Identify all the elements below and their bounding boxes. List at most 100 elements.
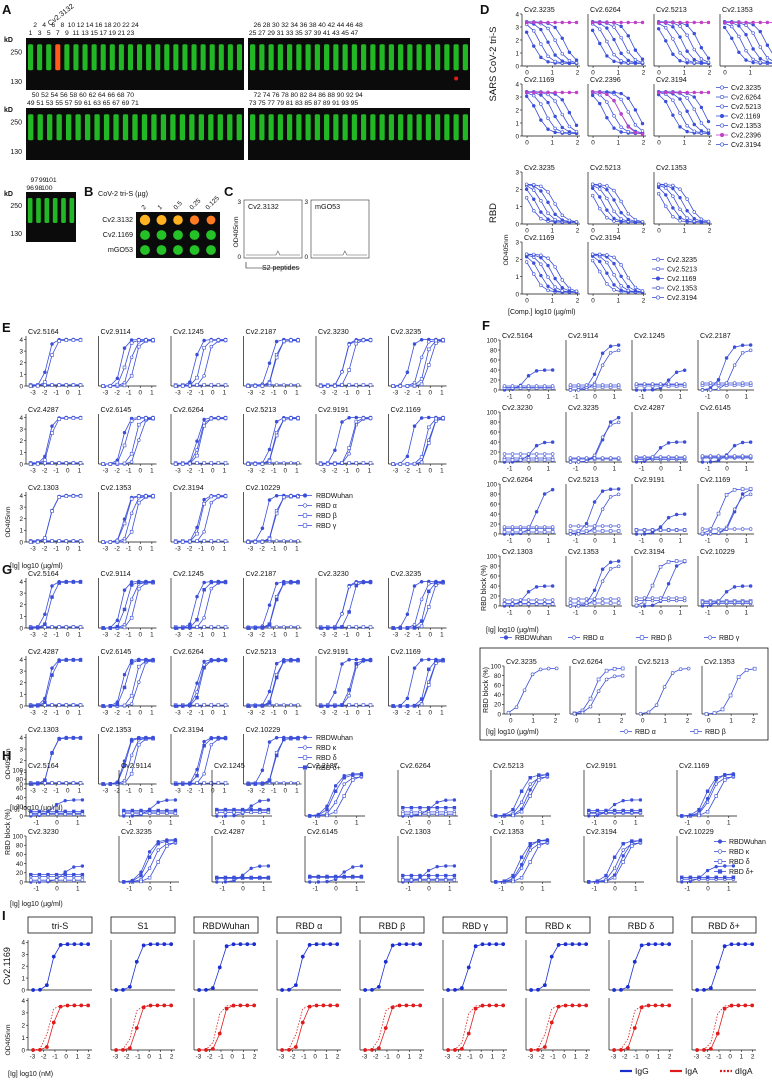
blot-band [435, 44, 441, 71]
x-tick-label: -3 [320, 468, 326, 475]
y-tick-label: 80 [494, 673, 502, 680]
data-point [78, 539, 83, 543]
lane-number: 50 [32, 92, 40, 99]
trace-line [246, 250, 300, 256]
x-tick-label: -1 [126, 788, 132, 795]
data-point [363, 988, 368, 992]
plot-title: Cv2.1245 [634, 331, 665, 340]
mini-plot: Cv2.9114-1 0 1 [565, 331, 622, 401]
data-point [129, 693, 134, 698]
data-point [129, 739, 134, 743]
data-point [57, 383, 61, 387]
data-point [444, 806, 448, 810]
data-point [671, 215, 675, 219]
data-point [333, 448, 337, 453]
y-tick-label: 100 [486, 337, 497, 344]
data-point [553, 212, 557, 217]
y-tick-label: 3 [515, 169, 519, 176]
data-point [390, 1005, 395, 1010]
x-tick-label: -1 [198, 546, 204, 553]
data-point [347, 342, 351, 347]
data-point [634, 382, 639, 386]
data-point [71, 416, 76, 420]
curve-line [30, 417, 81, 465]
data-point [542, 584, 547, 588]
data-point [553, 126, 557, 131]
data-point [444, 864, 448, 868]
data-point [638, 711, 643, 716]
lane-number: 99 [39, 177, 47, 184]
data-point [577, 942, 582, 947]
data-point [129, 460, 134, 464]
curve-line [282, 1005, 338, 1051]
data-point [724, 356, 729, 360]
data-point [568, 456, 573, 460]
data-point [752, 666, 757, 671]
antigen-label: tri-S [52, 921, 69, 931]
data-point [101, 462, 105, 466]
plot-title: Cv2.6264 [572, 657, 603, 666]
data-point [165, 808, 169, 813]
data-point [560, 98, 564, 102]
x-tick-label: 1 [76, 1054, 80, 1061]
data-point [391, 704, 395, 708]
data-point [596, 677, 601, 682]
data-point [296, 383, 300, 387]
data-point [202, 461, 206, 465]
x-tick-label: 2 [708, 228, 712, 235]
x-tick-label: -2 [114, 468, 120, 475]
data-point [626, 58, 630, 63]
data-point [600, 507, 605, 512]
data-point [685, 96, 689, 100]
mini-plot: Cv2.9114-3 -2 -1 0 1 [98, 569, 157, 639]
data-point [79, 942, 84, 947]
x-tick-label: -1 [313, 820, 319, 827]
data-point [612, 114, 616, 118]
data-point [64, 625, 69, 629]
curve-line [393, 418, 444, 465]
data-point [740, 487, 745, 491]
data-point [216, 658, 221, 662]
data-point [151, 416, 155, 420]
data-point [592, 524, 597, 528]
data-point [650, 528, 655, 532]
dot-spot [189, 215, 200, 225]
y-axis-label: OD405nm [503, 234, 510, 265]
x-tick-label: 1 [150, 710, 154, 717]
data-point [598, 41, 602, 46]
curve-line [103, 417, 153, 465]
curve-line [393, 339, 443, 387]
panel-b-title: CoV-2 tri-S (µg) [98, 189, 148, 198]
data-point [326, 462, 330, 466]
data-point [209, 416, 214, 421]
data-point [621, 798, 625, 803]
x-tick-label: -3 [362, 1054, 368, 1061]
data-point [223, 461, 228, 465]
data-point [215, 875, 219, 880]
curve-line [248, 582, 298, 629]
y-tick-label: 2 [515, 37, 519, 44]
data-point [391, 384, 395, 388]
data-point [605, 208, 609, 212]
curve-line [248, 339, 298, 387]
data-point [202, 383, 206, 387]
legend-label: dIgA [735, 1066, 753, 1076]
y-tick-label: 0 [493, 387, 497, 394]
data-point [539, 184, 543, 189]
x-tick-label: 1 [613, 538, 617, 545]
data-point [553, 99, 557, 103]
lane-number: 34 [290, 22, 298, 29]
data-point [730, 36, 734, 40]
data-point [730, 24, 734, 29]
data-point [390, 943, 395, 948]
data-point [137, 494, 141, 498]
blot-band [127, 44, 134, 71]
blot-strip [248, 108, 470, 160]
curve-line [320, 581, 371, 629]
data-point [54, 878, 59, 882]
data-point [50, 595, 54, 599]
data-point [43, 383, 47, 387]
data-point [556, 943, 561, 947]
data-point [78, 461, 83, 465]
data-point [616, 529, 621, 533]
